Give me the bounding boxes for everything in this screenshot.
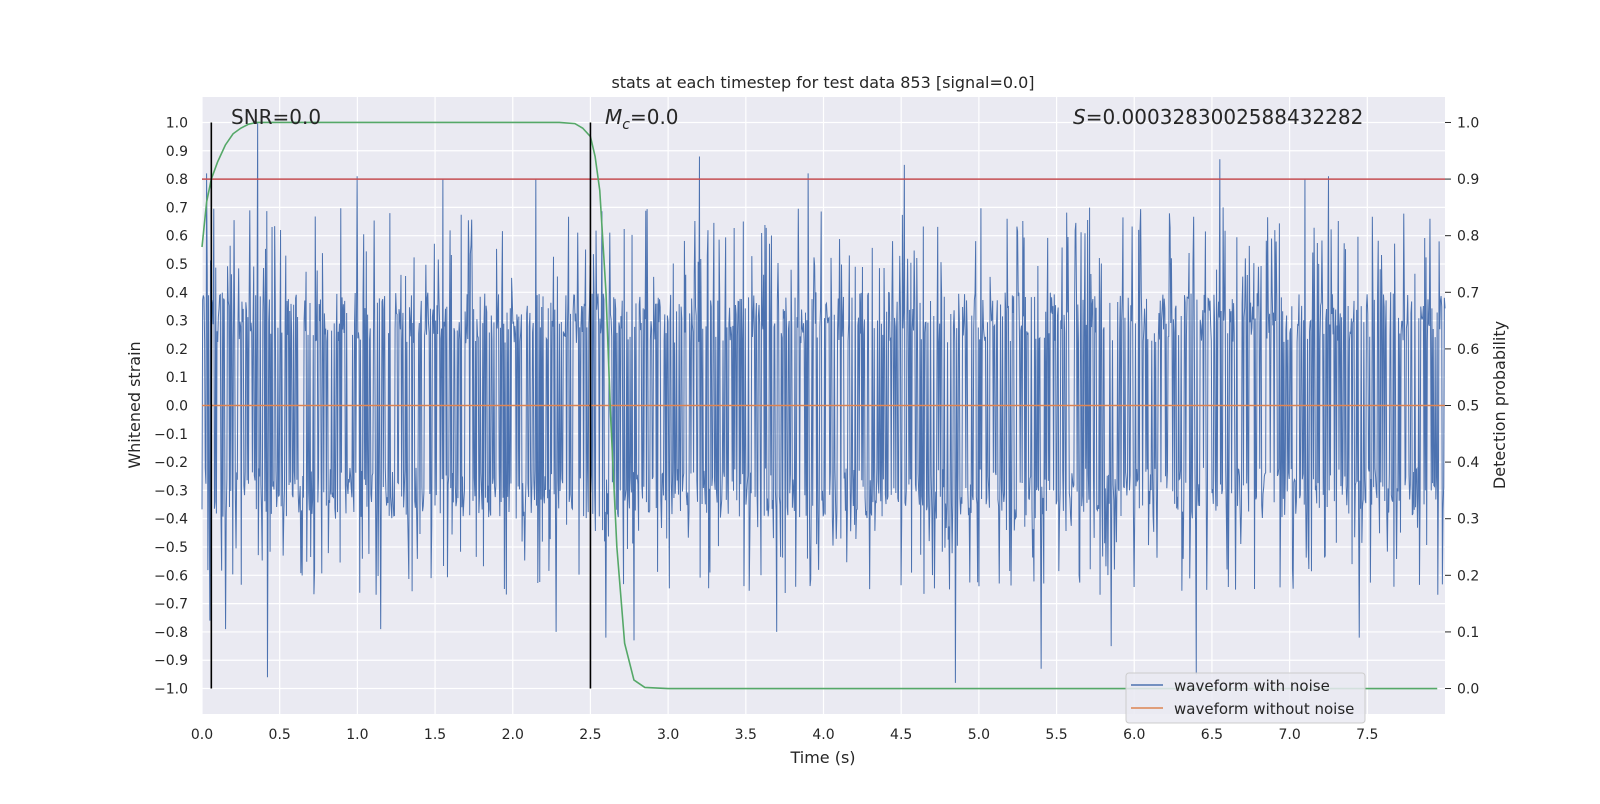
x-tick-label: 3.0 <box>657 727 679 743</box>
y-tick-label-right: 1.0 <box>1457 115 1479 131</box>
y-tick-label-left: 0.9 <box>166 144 188 160</box>
annotation-mc-value: =0.0 <box>630 105 679 129</box>
x-tick-label: 0.5 <box>269 727 291 743</box>
y-tick-label-right: 0.7 <box>1457 285 1479 301</box>
annotation-s-symbol: S <box>1073 105 1086 129</box>
y-tick-label-right: 0.2 <box>1457 568 1479 584</box>
y-tick-label-left: −0.9 <box>154 653 188 669</box>
y-axis-label-right: Detection probability <box>1490 321 1509 489</box>
x-tick-label: 3.5 <box>735 727 757 743</box>
annotation-mc-subscript: c <box>622 117 630 133</box>
y-tick-label-left: −0.2 <box>154 455 188 471</box>
y-tick-label-left: −0.5 <box>154 540 188 556</box>
series-detection-probability <box>201 121 1438 690</box>
y-tick-label-left: 0.7 <box>166 200 188 216</box>
legend-label-noise: waveform with noise <box>1174 677 1330 695</box>
y-tick-label-left: 0.1 <box>166 370 188 386</box>
x-tick-label: 2.0 <box>502 727 524 743</box>
x-tick-label: 1.5 <box>424 727 446 743</box>
annotation-s-value: =0.0003283002588432282 <box>1086 105 1364 129</box>
x-tick-label: 0.0 <box>191 727 213 743</box>
y-ticks-right: 1.0 0.9 0.8 0.7 0.6 0.5 0.4 0.3 0.2 0.1 0.0 <box>1445 115 1479 698</box>
annotation-mc-symbol: M <box>605 105 622 129</box>
y-tick-label-right: 0.1 <box>1457 625 1479 641</box>
event-marker-lines <box>210 122 592 689</box>
y-tick-label-left: 0.6 <box>166 229 188 245</box>
annotation-snr: SNR=0.0 <box>231 105 321 129</box>
x-ticks: 0.0 0.5 1.0 1.5 2.0 2.5 3.0 3.5 4.0 4.5 5.0 5.5 6.0 6… <box>191 727 1379 743</box>
y-tick-label-right: 0.8 <box>1457 229 1479 245</box>
legend-label-clean: waveform without noise <box>1174 700 1354 718</box>
y-tick-label-left: 0.4 <box>166 285 188 301</box>
y-tick-label-right: 0.0 <box>1457 682 1479 698</box>
y-tick-label-left: 0.8 <box>166 172 188 188</box>
y-tick-label-left: −0.1 <box>154 427 188 443</box>
x-tick-label: 7.0 <box>1278 727 1300 743</box>
y-tick-label-right: 0.5 <box>1457 399 1479 415</box>
noise-waveform-path <box>201 122 1446 683</box>
y-tick-label-right: 0.3 <box>1457 512 1479 528</box>
y-tick-label-left: −1.0 <box>154 682 188 698</box>
x-axis-label: Time (s) <box>789 748 855 767</box>
y-axis-label-left: Whitened strain <box>125 341 144 468</box>
y-tick-label-right: 0.6 <box>1457 342 1479 358</box>
y-ticks-left: 1.0 0.9 0.8 0.7 0.6 0.5 0.4 0.3 0.2 0.1 0.0 −0.1 −0.… <box>154 115 188 697</box>
x-tick-label: 4.0 <box>812 727 834 743</box>
y-tick-label-left: 0.3 <box>166 314 188 330</box>
x-tick-label: 6.5 <box>1201 727 1223 743</box>
y-tick-label-left: 0.2 <box>166 342 188 358</box>
annotation-chirp-mass: Mc=0.0 <box>605 105 679 133</box>
y-tick-label-right: 0.9 <box>1457 172 1479 188</box>
x-tick-label: 7.5 <box>1356 727 1378 743</box>
legend: waveform with noise waveform without noi… <box>1125 672 1366 724</box>
y-tick-label-left: −0.7 <box>154 597 188 613</box>
y-tick-label-left: 0.0 <box>166 399 188 415</box>
x-tick-label: 2.5 <box>579 727 601 743</box>
y-tick-label-left: 1.0 <box>166 115 188 131</box>
x-tick-label: 6.0 <box>1123 727 1145 743</box>
y-tick-label-left: −0.8 <box>154 625 188 641</box>
y-tick-label-left: −0.3 <box>154 483 188 499</box>
x-tick-label: 5.5 <box>1045 727 1067 743</box>
y-tick-label-left: −0.4 <box>154 512 188 528</box>
y-tick-label-left: 0.5 <box>166 257 188 273</box>
x-tick-label: 4.5 <box>890 727 912 743</box>
y-tick-label-right: 0.4 <box>1457 455 1479 471</box>
x-tick-label: 1.0 <box>346 727 368 743</box>
series-waveform-with-noise <box>201 122 1446 683</box>
x-tick-label: 5.0 <box>968 727 990 743</box>
legend-box <box>1125 672 1366 724</box>
y-tick-label-left: −0.6 <box>154 568 188 584</box>
annotation-score: S=0.0003283002588432282 <box>1073 105 1363 129</box>
chart-title: stats at each timestep for test data 853… <box>611 73 1034 92</box>
